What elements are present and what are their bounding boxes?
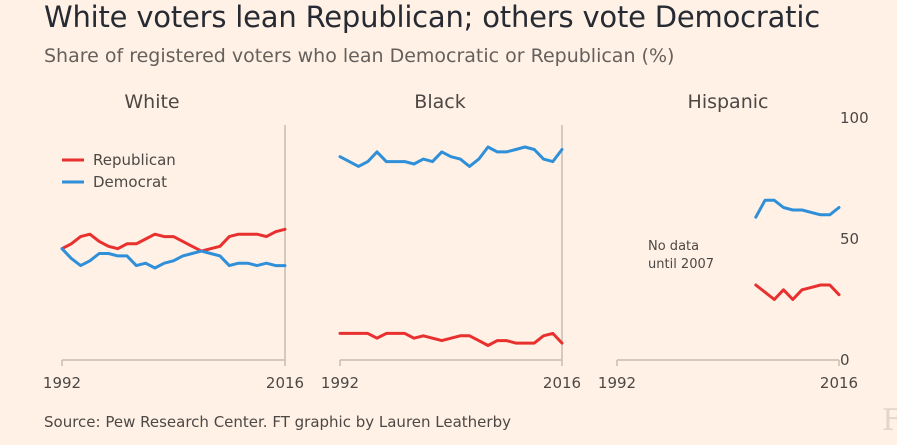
series-line-hispanic-democrat [754, 198, 841, 219]
series-line-hispanic-republican [754, 283, 841, 301]
series-line-white-democrat [60, 247, 287, 270]
series-line-black-democrat [338, 145, 564, 168]
x-tick-label-white-start: 1992 [43, 374, 81, 392]
panel-title-hispanic: Hispanic [688, 91, 769, 113]
panel-title-black: Black [414, 91, 465, 113]
y-tick-label-0: 0 [840, 351, 850, 369]
legend-label-republican: Republican [93, 151, 176, 169]
y-tick-label-50: 50 [840, 230, 859, 248]
chart-subtitle: Share of registered voters who lean Demo… [44, 45, 675, 67]
y-tick-label-100: 100 [840, 109, 869, 127]
x-tick-label-hispanic-start: 1992 [598, 374, 636, 392]
x-tick-label-white-end: 2016 [266, 374, 304, 392]
chart-title: White voters lean Republican; others vot… [44, 0, 820, 34]
series-line-white-republican [60, 227, 287, 253]
source-note: Source: Pew Research Center. FT graphic … [44, 413, 511, 431]
x-tick-label-black-end: 2016 [543, 374, 581, 392]
series-line-black-republican [338, 331, 564, 347]
legend-label-democrat: Democrat [93, 173, 167, 191]
annotation-line-1: No data [648, 239, 699, 254]
x-tick-label-black-start: 1992 [321, 374, 359, 392]
ft-logo-watermark: FT [882, 403, 897, 438]
x-tick-label-hispanic-end: 2016 [820, 374, 858, 392]
panel-title-white: White [124, 91, 179, 113]
annotation-line-2: until 2007 [648, 257, 714, 272]
